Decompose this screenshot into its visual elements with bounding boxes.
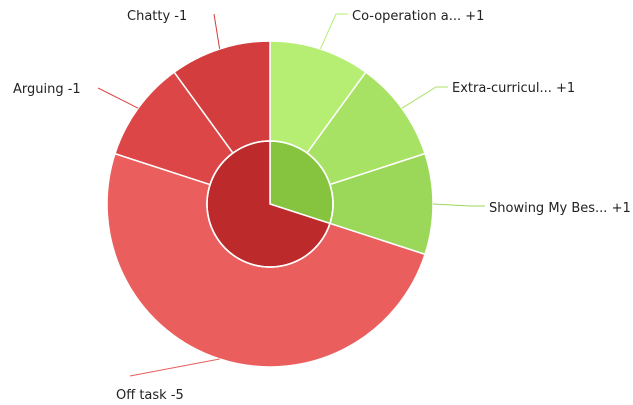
connector-chatty-1	[213, 13, 221, 50]
label-arguing-1: Arguing -1	[13, 82, 81, 97]
slice-labels: Co-operation a... +1 Extra-curricul... +1…	[13, 9, 631, 403]
label-chatty-1: Chatty -1	[127, 9, 187, 24]
inner-ring-outline	[206, 140, 334, 268]
chart-rings	[106, 40, 434, 368]
label-connectors	[97, 13, 485, 377]
connector-off-task-5	[129, 358, 220, 377]
connector-showing-my-bes-1	[432, 203, 485, 207]
label-co-operation-a-1: Co-operation a... +1	[352, 9, 484, 24]
connector-co-operation-a-1	[319, 13, 348, 50]
label-off-task-5: Off task -5	[116, 388, 184, 403]
connector-extra-curricul-1	[401, 86, 448, 109]
label-showing-my-bes-1: Showing My Bes... +1	[489, 201, 631, 216]
label-extra-curricul-1: Extra-curricul... +1	[452, 81, 575, 96]
connector-arguing-1	[97, 87, 139, 109]
